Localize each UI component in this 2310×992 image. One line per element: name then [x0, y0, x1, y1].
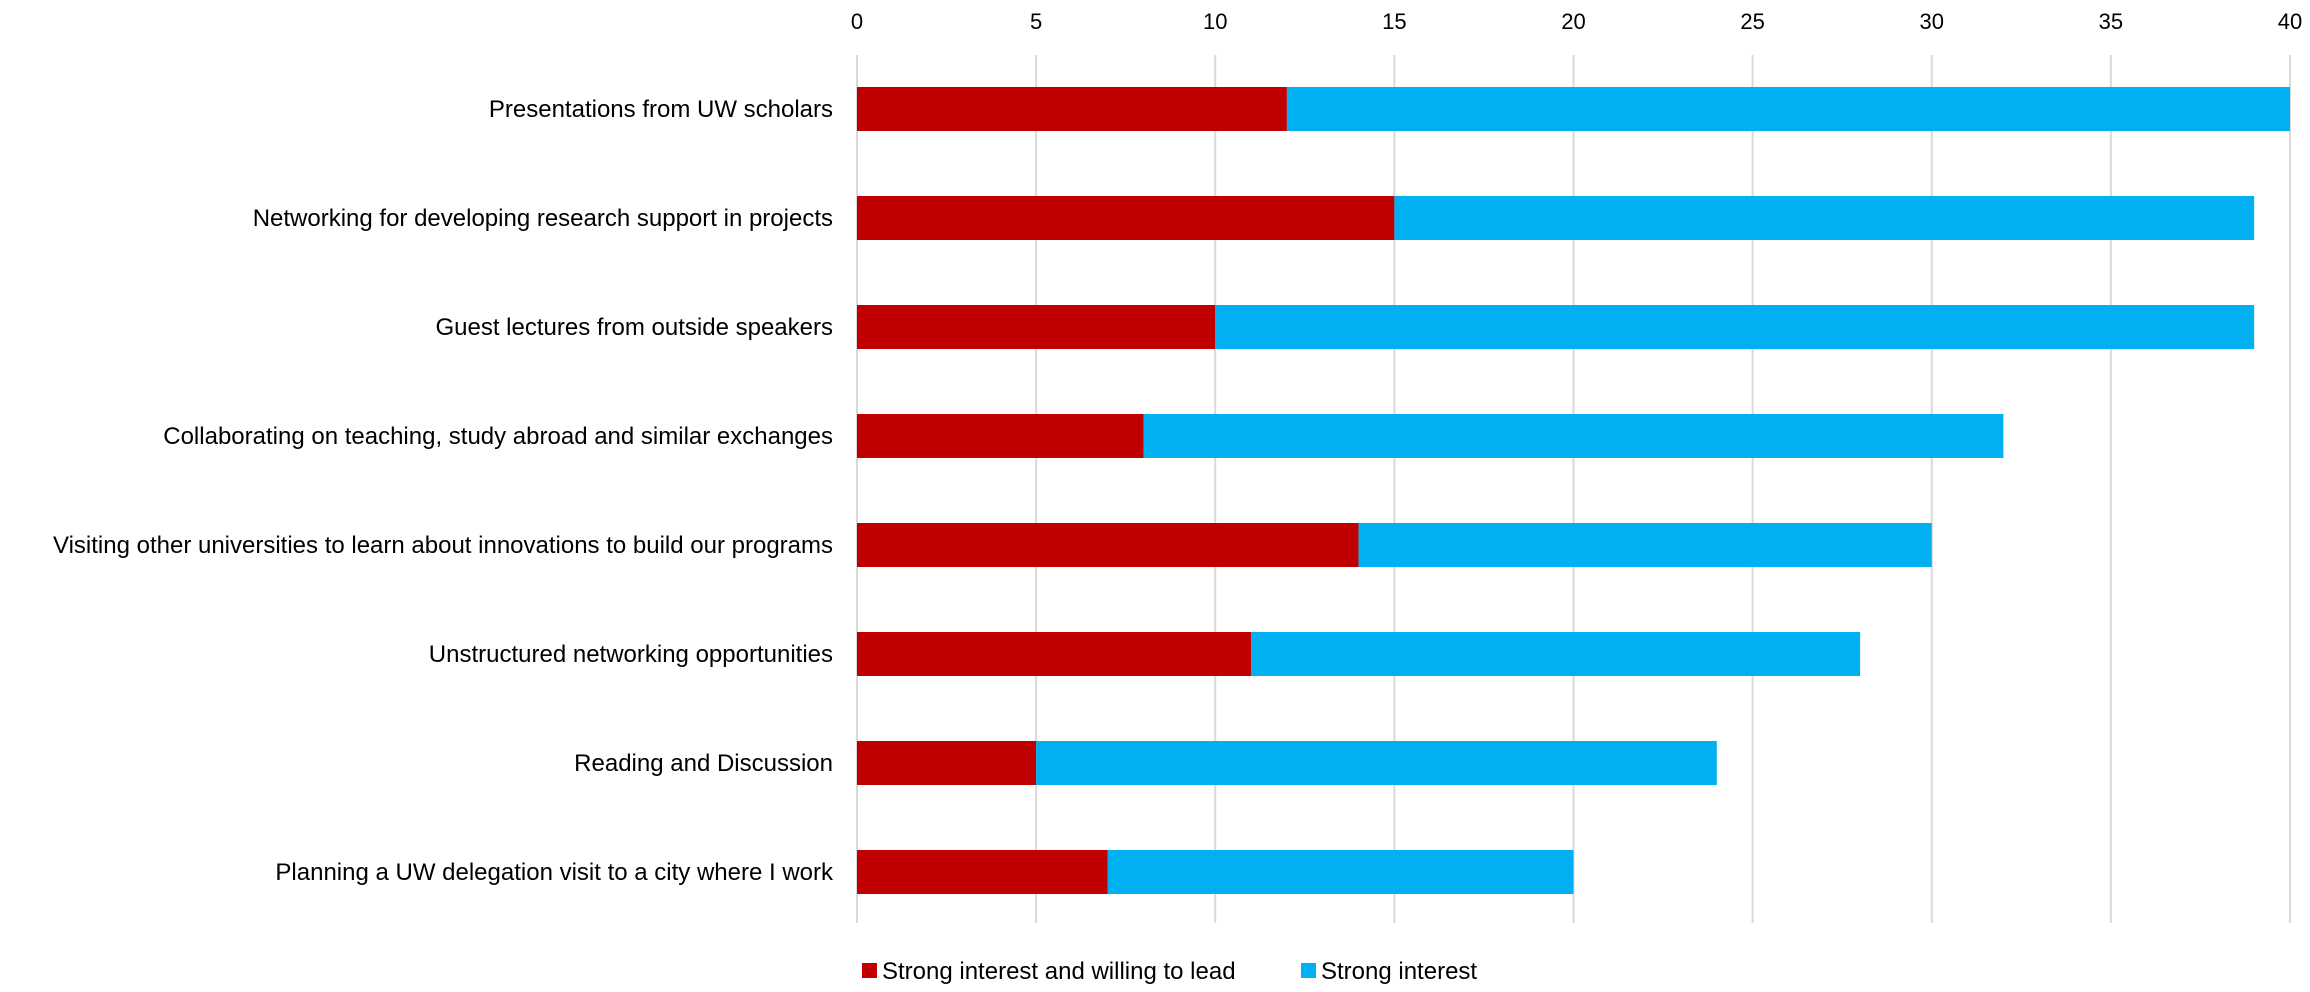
bar-segment-interest-3 [1143, 414, 2004, 458]
bar-segment-interest-5 [1251, 632, 1861, 676]
x-tick-label: 20 [1561, 9, 1585, 34]
category-label: Networking for developing research suppo… [253, 205, 833, 232]
x-tick-label: 35 [2099, 9, 2123, 34]
category-label: Reading and Discussion [574, 750, 833, 777]
category-label: Guest lectures from outside speakers [435, 314, 833, 341]
category-label: Collaborating on teaching, study abroad … [163, 423, 833, 450]
legend-swatch-interest [1301, 963, 1316, 978]
x-tick-label: 10 [1203, 9, 1227, 34]
bar-segment-lead-6 [857, 741, 1037, 785]
bar-segment-interest-6 [1036, 741, 1717, 785]
x-tick-label: 5 [1030, 9, 1042, 34]
legend-label-interest: Strong interest [1321, 958, 1477, 985]
bar-segment-lead-7 [857, 850, 1108, 894]
category-label: Unstructured networking opportunities [429, 641, 833, 668]
bar-segment-interest-7 [1107, 850, 1574, 894]
legend-swatch-lead [862, 963, 877, 978]
category-label: Presentations from UW scholars [489, 96, 833, 123]
category-label: Planning a UW delegation visit to a city… [275, 859, 834, 886]
x-tick-label: 30 [1920, 9, 1944, 34]
bar-segment-interest-2 [1215, 305, 2255, 349]
x-tick-label: 15 [1382, 9, 1406, 34]
bar-segment-interest-0 [1286, 87, 2290, 131]
bar-segment-interest-1 [1394, 196, 2255, 240]
bar-segment-lead-0 [857, 87, 1287, 131]
x-tick-label: 0 [851, 9, 863, 34]
x-tick-label: 40 [2278, 9, 2302, 34]
bar-segment-interest-4 [1358, 523, 1932, 567]
bar-segment-lead-1 [857, 196, 1395, 240]
category-label: Visiting other universities to learn abo… [53, 532, 833, 559]
x-tick-label: 25 [1740, 9, 1764, 34]
bar-segment-lead-4 [857, 523, 1359, 567]
bar-segment-lead-3 [857, 414, 1144, 458]
bar-segment-lead-2 [857, 305, 1216, 349]
legend-label-lead: Strong interest and willing to lead [882, 958, 1236, 985]
bar-segment-lead-5 [857, 632, 1252, 676]
